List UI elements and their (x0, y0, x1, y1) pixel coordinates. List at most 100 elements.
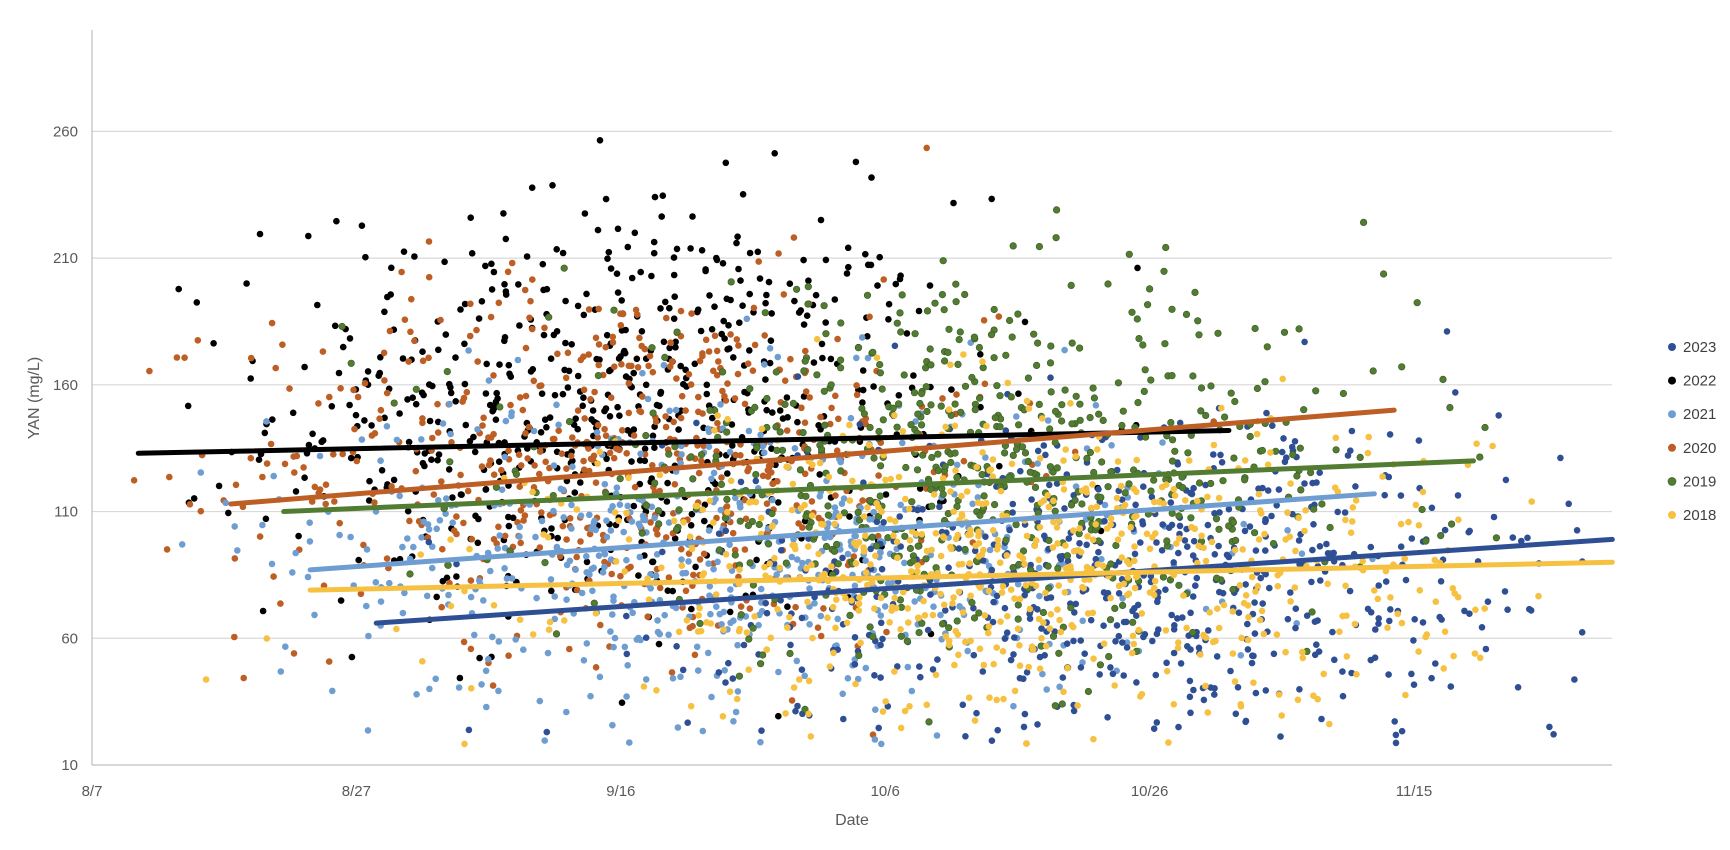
data-point-2021 (544, 649, 552, 657)
data-point-2018 (1047, 611, 1055, 618)
data-point-2022 (810, 359, 818, 366)
data-point-2020 (331, 498, 338, 505)
data-point-2022 (859, 367, 867, 374)
legend-label-2023: 2023 (1683, 339, 1716, 356)
data-point-2022 (581, 210, 589, 217)
data-point-2018 (1107, 594, 1114, 602)
data-point-2019 (651, 479, 659, 487)
data-point-2021 (821, 534, 829, 542)
data-point-2019 (939, 490, 947, 498)
data-point-2023 (1167, 499, 1175, 506)
data-point-2022 (404, 396, 411, 403)
data-point-2021 (727, 586, 734, 593)
data-point-2018 (1118, 530, 1125, 537)
data-point-2021 (487, 567, 494, 575)
data-point-2020 (636, 407, 643, 415)
data-point-2019 (412, 385, 420, 393)
data-point-2021 (1014, 580, 1022, 588)
data-point-2023 (1387, 606, 1394, 613)
data-point-2019 (744, 521, 753, 530)
data-point-2020 (460, 638, 468, 646)
data-point-2022 (474, 539, 482, 547)
data-point-2022 (554, 534, 561, 542)
data-point-2019 (776, 428, 784, 436)
data-point-2019 (1160, 267, 1168, 275)
data-point-2020 (652, 418, 660, 426)
data-point-2023 (1162, 586, 1169, 593)
data-point-2022 (540, 286, 547, 294)
data-point-2023 (1573, 527, 1581, 534)
data-point-2023 (988, 737, 996, 744)
data-point-2018 (891, 518, 899, 525)
data-point-2022 (418, 389, 426, 397)
data-point-2022 (269, 416, 276, 423)
data-point-2020 (695, 393, 702, 401)
data-point-2021 (399, 543, 406, 551)
data-point-2019 (875, 427, 883, 436)
data-point-2018 (966, 560, 973, 567)
data-point-2019 (1097, 493, 1105, 502)
data-point-2021 (601, 550, 609, 558)
data-point-2023 (1070, 707, 1078, 715)
data-point-2023 (715, 530, 723, 537)
data-point-2023 (1268, 512, 1275, 520)
data-point-2021 (530, 427, 538, 435)
data-point-2021 (580, 657, 588, 664)
data-point-2018 (1450, 652, 1457, 660)
data-point-2023 (1273, 502, 1280, 509)
data-point-2023 (867, 545, 874, 553)
data-point-2022 (664, 479, 671, 487)
data-point-2021 (589, 587, 596, 595)
data-point-2022 (673, 245, 681, 253)
data-point-2021 (881, 603, 889, 610)
data-point-2020 (448, 439, 455, 446)
data-point-2022 (659, 192, 667, 199)
data-point-2020 (457, 471, 464, 479)
data-point-2023 (623, 612, 630, 620)
data-point-2019 (801, 357, 809, 365)
data-point-2021 (626, 739, 633, 746)
data-point-2018 (818, 520, 825, 528)
data-point-2019 (979, 364, 987, 372)
data-point-2018 (860, 513, 868, 520)
data-point-2023 (1154, 598, 1161, 606)
data-point-2021 (372, 579, 380, 586)
data-point-2018 (1239, 546, 1246, 553)
data-point-2023 (1211, 510, 1218, 517)
data-point-2020 (631, 483, 639, 491)
data-point-2023 (1484, 598, 1492, 605)
data-point-2018 (529, 631, 537, 638)
data-point-2023 (914, 506, 921, 514)
data-point-2022 (688, 510, 696, 518)
data-point-2020 (398, 268, 405, 276)
data-point-2023 (453, 560, 460, 568)
data-point-2023 (1461, 607, 1468, 615)
data-point-2019 (1057, 417, 1066, 425)
data-point-2021 (878, 740, 885, 748)
data-point-2018 (1260, 630, 1268, 638)
data-point-2022 (243, 280, 250, 287)
data-point-2018 (942, 423, 949, 431)
data-point-2021 (685, 558, 692, 565)
data-point-2018 (696, 604, 703, 612)
data-point-2021 (178, 541, 186, 548)
data-point-2022 (895, 392, 903, 399)
data-point-2021 (609, 611, 616, 618)
data-point-2019 (911, 330, 919, 338)
data-point-2018 (703, 619, 710, 626)
data-point-2023 (1509, 534, 1517, 541)
x-tick-label: 9/16 (606, 783, 635, 800)
data-point-2023 (1011, 634, 1018, 641)
data-point-2020 (769, 480, 776, 488)
data-point-2018 (796, 676, 803, 683)
data-point-2023 (1193, 574, 1201, 582)
data-point-2020 (300, 464, 307, 471)
data-point-2018 (1256, 616, 1264, 624)
data-point-2023 (1364, 605, 1372, 613)
data-point-2022 (725, 322, 732, 329)
data-point-2023 (1115, 632, 1123, 640)
data-point-2023 (1262, 570, 1269, 578)
data-point-2019 (799, 429, 807, 437)
data-point-2018 (1138, 690, 1146, 698)
data-point-2022 (624, 427, 631, 434)
